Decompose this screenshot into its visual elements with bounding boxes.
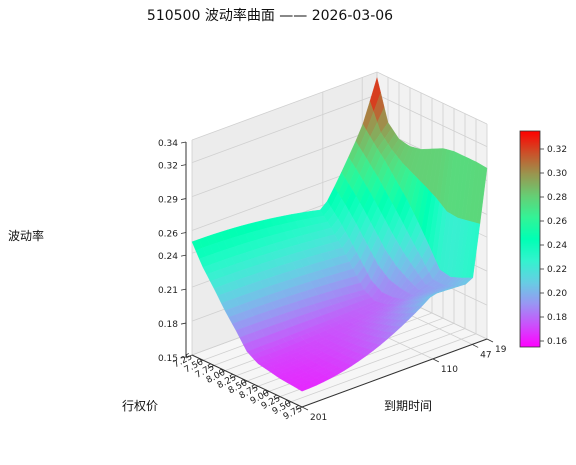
x-tick-mark <box>229 375 237 380</box>
z-tick-mark <box>180 164 187 167</box>
z-tick-mark <box>180 254 187 257</box>
x-tick-mark <box>262 391 270 395</box>
z-axis-label: 波动率 <box>8 228 44 243</box>
z-tick-label: 0.34 <box>158 139 178 149</box>
z-tick-label: 0.24 <box>158 252 178 262</box>
z-tick-mark <box>180 322 187 325</box>
y-axis-line <box>301 338 488 408</box>
z-tick-label: 0.18 <box>158 320 178 330</box>
y-tick-label: 201 <box>310 413 327 423</box>
z-tick-mark <box>180 288 187 291</box>
x-tick-mark <box>240 380 248 385</box>
x-tick-mark <box>295 406 303 411</box>
y-axis-label: 到期时间 <box>384 399 432 413</box>
colorbar-tick-label: 0.24 <box>547 241 567 251</box>
colorbar-tick-label: 0.18 <box>547 313 567 323</box>
chart-title: 510500 波动率曲面 —— 2026-03-06 <box>147 7 393 24</box>
x-tick-mark <box>196 359 204 364</box>
x-tick-mark <box>273 396 281 400</box>
y-tick-mark <box>486 338 494 343</box>
x-axis-label: 行权价 <box>122 399 158 413</box>
colorbar-tick-label: 0.30 <box>547 169 567 179</box>
y-tick-mark <box>432 358 439 363</box>
z-tick-label: 0.26 <box>158 230 178 240</box>
colorbar-tick-label: 0.20 <box>547 289 567 299</box>
z-tick-mark <box>180 232 187 234</box>
y-tick-label: 47 <box>480 350 491 360</box>
z-tick-mark <box>180 356 187 359</box>
x-tick-mark <box>218 370 226 374</box>
y-tick-mark <box>471 344 479 348</box>
z-tick-label: 0.32 <box>158 162 178 172</box>
colorbar-tick-label: 0.28 <box>547 193 567 203</box>
z-tick-mark <box>180 141 187 144</box>
x-tick-mark <box>185 354 193 359</box>
y-tick-label: 110 <box>441 365 458 375</box>
colorbar: 0.16 0.18 0.20 0.22 0.24 0.26 0.28 0.30 0.32 <box>519 130 567 348</box>
y-tick-label: 19 <box>495 345 507 355</box>
colorbar-tick-label: 0.26 <box>547 217 567 227</box>
surface-mesh <box>191 76 488 392</box>
colorbar-tick-label: 0.22 <box>547 265 567 275</box>
z-tick-label: 0.21 <box>158 286 178 296</box>
z-tick-mark <box>180 198 187 200</box>
surface-patch <box>297 386 310 392</box>
colorbar-gradient <box>519 130 541 348</box>
colorbar-tick-label: 0.32 <box>547 145 567 155</box>
z-tick-label: 0.29 <box>158 196 178 206</box>
y-tick-mark <box>301 406 309 411</box>
colorbar-tick-label: 0.16 <box>547 337 567 347</box>
x-tick-mark <box>251 385 259 390</box>
z-tick-label: 0.15 <box>158 354 178 364</box>
x-tick-mark <box>207 365 215 369</box>
x-tick-mark <box>284 401 292 406</box>
